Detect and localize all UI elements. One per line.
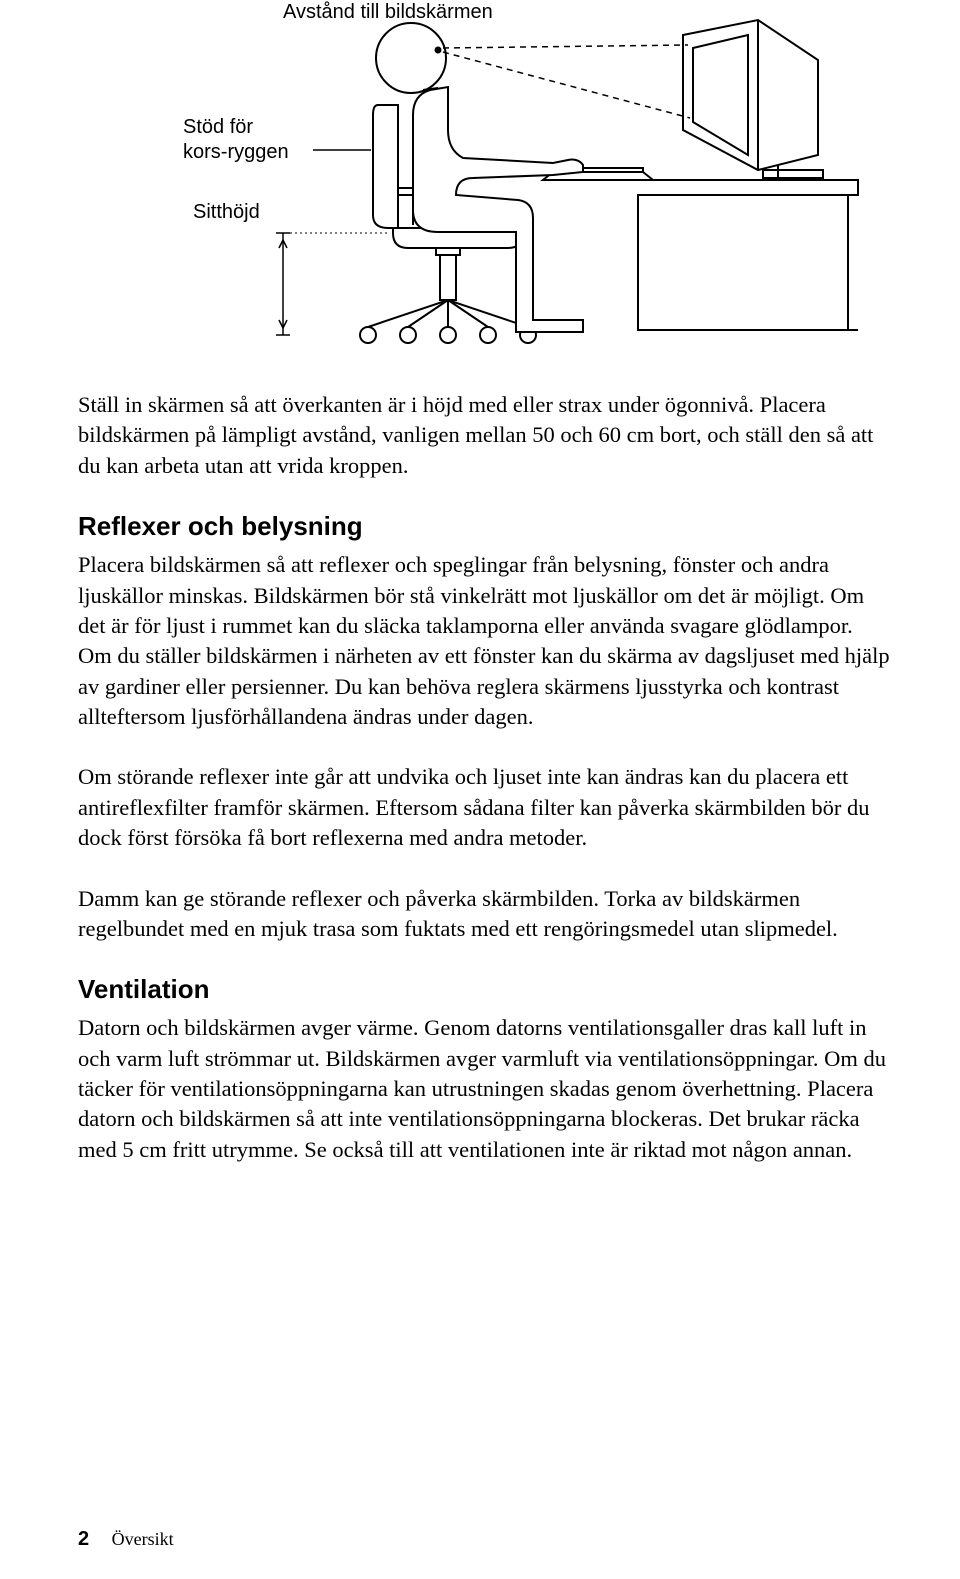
reflexer-p1: Placera bildskärmen så att reflexer och … (78, 550, 890, 732)
heading-reflexer: Reflexer och belysning (78, 511, 890, 542)
footer-section-name: Översikt (112, 1529, 174, 1549)
ergonomic-diagram-area: Avstånd till bildskärmen Stöd för kors-r… (78, 0, 890, 360)
page-number: 2 (78, 1528, 89, 1550)
diagram-label-distance: Avstånd till bildskärmen (283, 0, 493, 25)
ventilation-p1: Datorn och bildskärmen avger värme. Geno… (78, 1013, 890, 1165)
page-footer: 2 Översikt (78, 1528, 174, 1551)
reflexer-p2: Om störande reflexer inte går att undvik… (78, 762, 890, 853)
diagram-label-seat-height: Sitthöjd (193, 200, 260, 225)
ergonomic-diagram-svg (78, 0, 878, 360)
reflexer-p3: Damm kan ge störande reflexer och påverk… (78, 884, 890, 945)
diagram-label-lumbar: Stöd för kors-ryggen (183, 115, 293, 165)
intro-paragraph: Ställ in skärmen så att överkanten är i … (78, 390, 890, 481)
heading-ventilation: Ventilation (78, 974, 890, 1005)
